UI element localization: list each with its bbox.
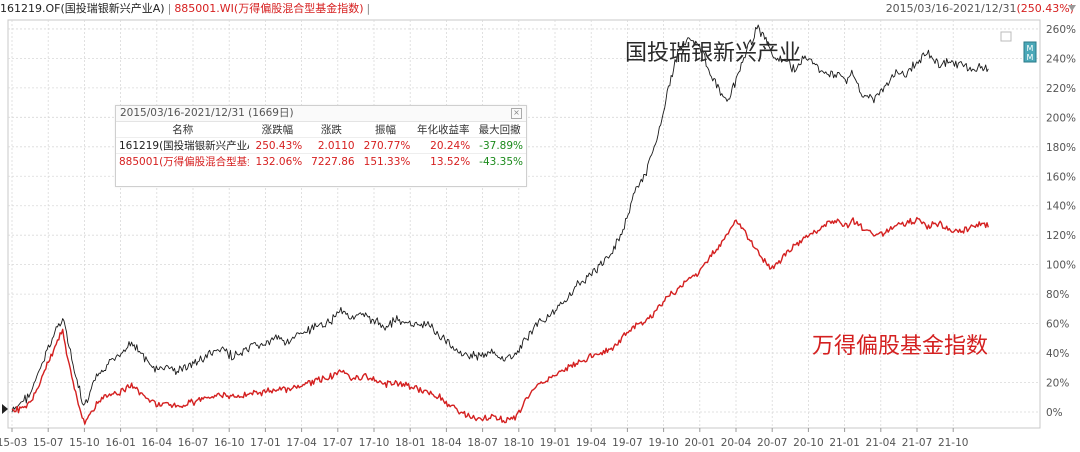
stats-panel: 2015/03/16-2021/12/31 (1669日) × 名称 涨跌幅 涨… bbox=[115, 105, 527, 187]
mm-badge[interactable] bbox=[1023, 41, 1037, 63]
row-max-dd: -37.89% bbox=[473, 137, 526, 154]
y-tick-label: 60% bbox=[1046, 319, 1069, 331]
close-icon[interactable]: × bbox=[511, 108, 522, 119]
index-series-line[interactable] bbox=[11, 217, 989, 425]
row-amplitude: 151.33% bbox=[357, 153, 414, 169]
header-trailing-separator: | bbox=[366, 2, 371, 15]
row-annual: 20.24% bbox=[413, 137, 474, 154]
row-change: 2.0110 bbox=[305, 137, 358, 154]
x-tick-label: 17-07 bbox=[323, 437, 354, 449]
col-name: 名称 bbox=[172, 124, 194, 136]
scroll-down-icon[interactable] bbox=[1068, 5, 1076, 11]
row-name: 161219(国投瑞银新兴产业A bbox=[116, 137, 250, 154]
x-tick-label: 16-04 bbox=[142, 437, 173, 449]
y-tick-label: 200% bbox=[1046, 112, 1076, 124]
x-tick-label: 18-01 bbox=[395, 437, 426, 449]
x-tick-label: 20-07 bbox=[757, 437, 788, 449]
x-tick-label: 19-01 bbox=[540, 437, 571, 449]
restore-icon[interactable] bbox=[1000, 31, 1012, 42]
y-tick-label: 100% bbox=[1046, 260, 1076, 272]
x-tick-label: 20-04 bbox=[721, 437, 752, 449]
row-name: 885001(万得偏股混合型基金 bbox=[116, 153, 250, 169]
col-amplitude: 振幅 bbox=[374, 124, 396, 136]
x-tick-label: 15-07 bbox=[33, 437, 64, 449]
header-separator: | bbox=[167, 2, 172, 15]
date-range-pct: (250.43%) bbox=[1016, 2, 1074, 15]
row-change: 7227.86 bbox=[305, 153, 358, 169]
x-tick-label: 19-04 bbox=[576, 437, 607, 449]
chart-header: 161219.OF(国投瑞银新兴产业A) | 885001.WI(万得偏股混合型基金… bbox=[0, 0, 1080, 18]
y-tick-label: 120% bbox=[1046, 230, 1076, 242]
x-tick-label: 19-07 bbox=[612, 437, 643, 449]
mm-badge-text: M bbox=[1027, 53, 1034, 62]
stats-row-index[interactable]: 885001(万得偏股混合型基金 132.06% 7227.86 151.33%… bbox=[116, 153, 526, 169]
col-change: 涨跌 bbox=[320, 124, 342, 136]
date-range: 2015/03/16-2021/12/31(250.43%) bbox=[886, 0, 1074, 18]
stats-header-row: 名称 涨跌幅 涨跌 振幅 年化收益率 最大回撤 bbox=[116, 122, 526, 138]
y-tick-label: 260% bbox=[1046, 24, 1076, 36]
x-tick-label: 17-01 bbox=[250, 437, 281, 449]
y-tick-label: 140% bbox=[1046, 201, 1076, 213]
y-tick-label: 0% bbox=[1046, 407, 1063, 419]
col-annual: 年化收益率 bbox=[417, 124, 470, 136]
x-tick-label: 21-07 bbox=[902, 437, 933, 449]
stats-table: 名称 涨跌幅 涨跌 振幅 年化收益率 最大回撤 161219(国投瑞银新兴产业A… bbox=[116, 122, 526, 169]
x-tick-label: 15-03 bbox=[0, 437, 27, 449]
y-tick-label: 80% bbox=[1046, 289, 1069, 301]
row-change-pct: 132.06% bbox=[249, 153, 306, 169]
fund-series-line[interactable] bbox=[11, 24, 989, 413]
stats-panel-title-text: 2015/03/16-2021/12/31 (1669日) bbox=[120, 107, 294, 119]
x-tick-label: 17-10 bbox=[359, 437, 390, 449]
row-max-dd: -43.35% bbox=[473, 153, 526, 169]
x-tick-label: 21-04 bbox=[866, 437, 897, 449]
x-tick-label: 15-10 bbox=[69, 437, 100, 449]
col-max-dd: 最大回撤 bbox=[478, 124, 521, 136]
index-label: 885001.WI(万得偏股混合型基金指数) bbox=[174, 2, 364, 15]
y-tick-label: 40% bbox=[1046, 348, 1069, 360]
x-tick-label: 16-10 bbox=[214, 437, 245, 449]
x-tick-label: 16-01 bbox=[105, 437, 136, 449]
col-change-pct: 涨跌幅 bbox=[261, 124, 294, 136]
stats-row-fund[interactable]: 161219(国投瑞银新兴产业A 250.43% 2.0110 270.77% … bbox=[116, 137, 526, 154]
y-tick-label: 180% bbox=[1046, 142, 1076, 154]
y-tick-label: 240% bbox=[1046, 53, 1076, 65]
x-tick-label: 19-10 bbox=[648, 437, 679, 449]
x-tick-label: 18-04 bbox=[431, 437, 462, 449]
stats-panel-title: 2015/03/16-2021/12/31 (1669日) × bbox=[116, 106, 526, 122]
x-tick-label: 20-10 bbox=[793, 437, 824, 449]
y-tick-label: 20% bbox=[1046, 378, 1069, 390]
index-name-annotation: 万得偏股基金指数 bbox=[812, 334, 988, 359]
fund-name-annotation: 国投瑞银新兴产业 bbox=[625, 41, 801, 66]
x-tick-label: 16-07 bbox=[178, 437, 209, 449]
date-range-text: 2015/03/16-2021/12/31 bbox=[885, 2, 1017, 15]
x-tick-label: 17-04 bbox=[286, 437, 317, 449]
x-tick-label: 18-07 bbox=[467, 437, 498, 449]
x-tick-label: 20-01 bbox=[685, 437, 716, 449]
row-amplitude: 270.77% bbox=[357, 137, 414, 154]
fund-label: 161219.OF(国投瑞银新兴产业A) bbox=[0, 2, 165, 15]
y-tick-label: 220% bbox=[1046, 83, 1076, 95]
x-tick-label: 21-01 bbox=[829, 437, 860, 449]
row-annual: 13.52% bbox=[413, 153, 474, 169]
y-tick-label: 160% bbox=[1046, 171, 1076, 183]
mm-badge-text: M bbox=[1027, 44, 1034, 53]
x-tick-label: 18-10 bbox=[504, 437, 535, 449]
start-marker-icon bbox=[2, 404, 8, 414]
plot-frame bbox=[7, 19, 1041, 429]
x-tick-label: 21-10 bbox=[938, 437, 969, 449]
row-change-pct: 250.43% bbox=[249, 137, 306, 154]
